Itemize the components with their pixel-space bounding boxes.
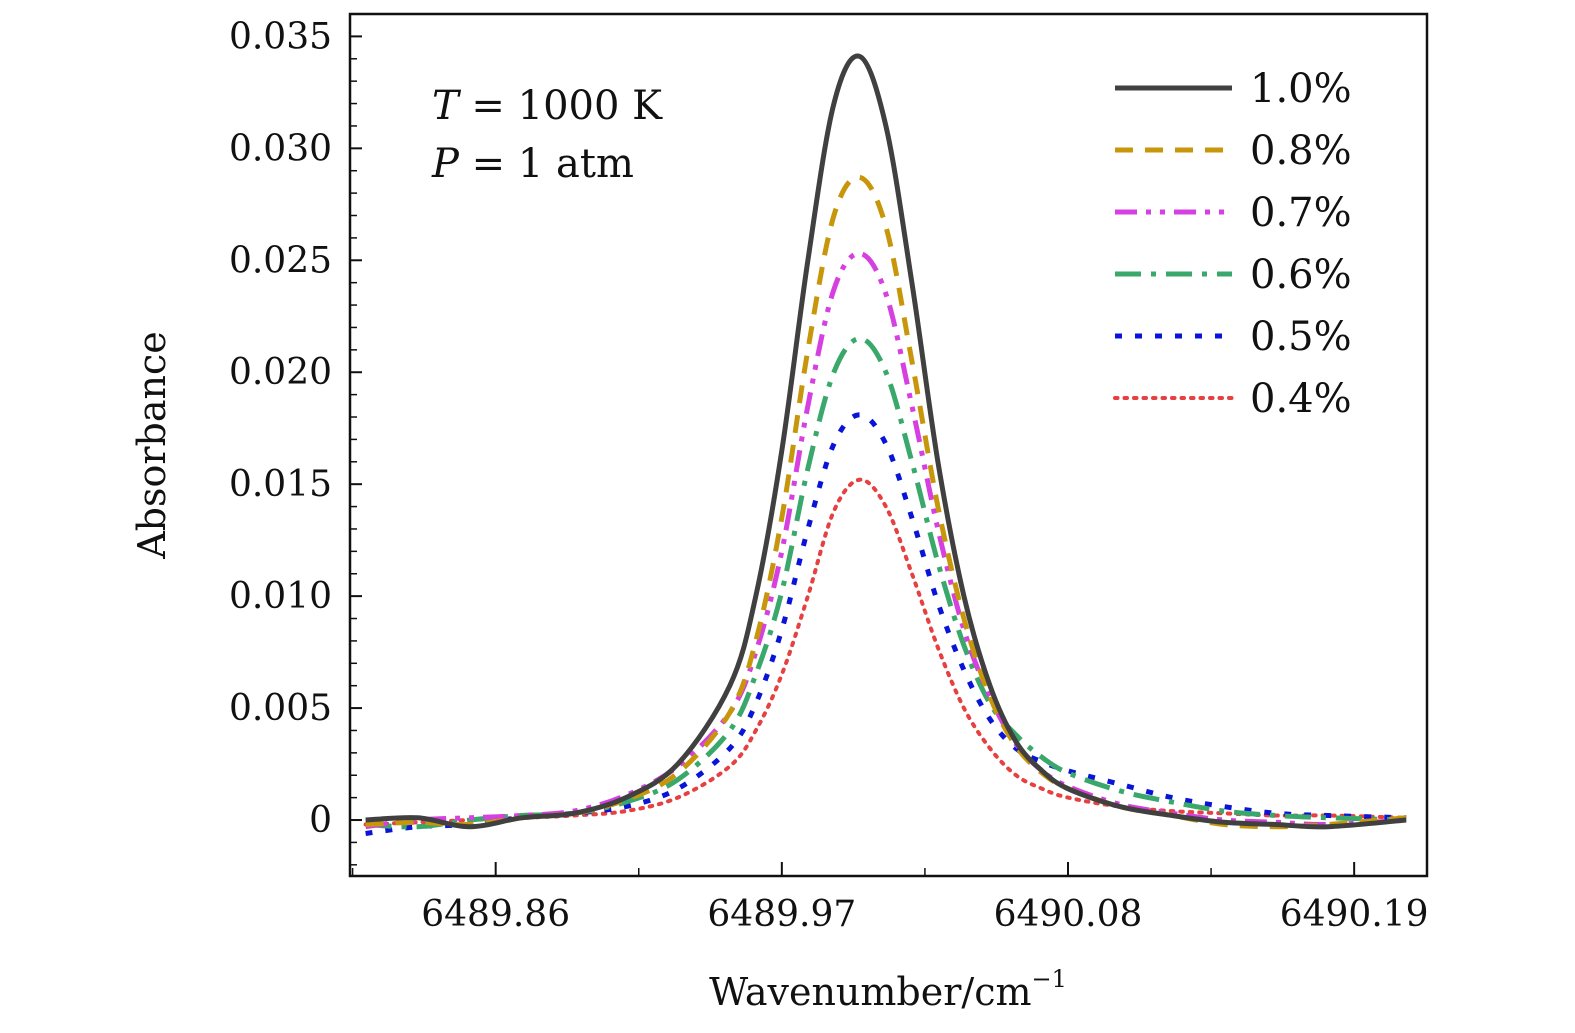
legend-label: 0.7% bbox=[1250, 190, 1352, 236]
y-tick-label: 0.015 bbox=[229, 464, 332, 505]
x-tick-label: 6489.86 bbox=[421, 894, 570, 935]
series-layer bbox=[363, 53, 1409, 836]
x-tick-label: 6490.08 bbox=[994, 894, 1143, 935]
pressure-symbol: P bbox=[431, 141, 460, 187]
temperature-symbol: T bbox=[432, 83, 462, 129]
y-tick-label: 0.035 bbox=[229, 16, 332, 57]
x-axis-title-text: Wavenumber/cm bbox=[709, 970, 1031, 1014]
series-line-04 bbox=[363, 477, 1409, 827]
y-tick-label: 0.025 bbox=[229, 240, 332, 281]
legend-label: 0.4% bbox=[1250, 376, 1352, 422]
legend-label: 1.0% bbox=[1250, 66, 1352, 112]
series-line-10 bbox=[365, 53, 1407, 830]
x-axis: 6489.86 6489.97 6490.08 6490.19 bbox=[351, 862, 1429, 935]
pressure-annotation: P = 1 atm bbox=[431, 141, 634, 187]
x-axis-title: Wavenumber/cm−1 bbox=[709, 965, 1067, 1014]
x-tick-label: 6490.19 bbox=[1280, 894, 1429, 935]
plot-frame bbox=[348, 12, 1429, 878]
y-tick-label: 0.020 bbox=[229, 352, 332, 393]
x-tick-label: 6489.97 bbox=[707, 894, 856, 935]
series-line-05 bbox=[365, 412, 1407, 836]
legend-label: 0.5% bbox=[1250, 314, 1352, 360]
y-axis-title: Absorbance bbox=[130, 331, 174, 560]
y-tick-label: 0.005 bbox=[229, 688, 332, 729]
temperature-annotation: T = 1000 K bbox=[432, 83, 663, 129]
y-axis: 0 0.005 0.010 0.015 0.020 0.025 0.030 0.035 bbox=[229, 16, 362, 866]
legend-label: 0.6% bbox=[1250, 252, 1352, 298]
legend-label: 0.8% bbox=[1250, 128, 1352, 174]
x-axis-title-superscript: −1 bbox=[1032, 965, 1067, 993]
pressure-value: = 1 atm bbox=[459, 141, 634, 187]
y-tick-label: 0.010 bbox=[229, 576, 332, 617]
y-tick-label: 0.030 bbox=[229, 128, 332, 169]
legend: 1.0% 0.8% 0.7% 0.6% 0.5% 0.4% bbox=[1113, 66, 1352, 422]
y-tick-label: 0 bbox=[309, 800, 332, 841]
temperature-value: = 1000 K bbox=[459, 83, 663, 129]
